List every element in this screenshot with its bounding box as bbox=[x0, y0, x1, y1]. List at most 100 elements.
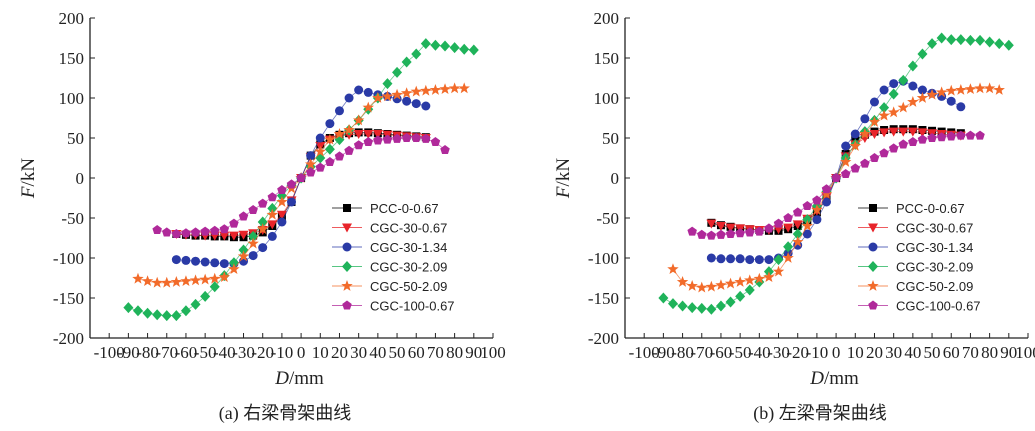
legend-label: CGC-100-0.67 bbox=[370, 299, 455, 314]
y-tick-label: -50 bbox=[596, 209, 619, 228]
data-point bbox=[917, 128, 928, 138]
data-point bbox=[354, 85, 364, 95]
legend-label: CGC-30-1.34 bbox=[370, 240, 447, 255]
y-tick-label: -100 bbox=[588, 249, 619, 268]
y-tick-label: -100 bbox=[53, 249, 84, 268]
data-point bbox=[162, 227, 172, 237]
data-point bbox=[458, 82, 470, 94]
data-point bbox=[353, 140, 364, 150]
x-tick-label: 100 bbox=[1015, 343, 1035, 362]
data-point bbox=[763, 271, 775, 283]
figure-caption: (b) 左梁骨架曲线 bbox=[753, 403, 887, 424]
data-point bbox=[400, 87, 413, 99]
data-point bbox=[362, 101, 374, 113]
data-point bbox=[792, 207, 803, 217]
data-point bbox=[908, 137, 918, 147]
data-point bbox=[190, 298, 201, 310]
data-point bbox=[237, 250, 250, 262]
data-point bbox=[715, 222, 726, 231]
data-point bbox=[209, 272, 221, 284]
legend-label: CGC-30-0.67 bbox=[896, 221, 973, 236]
x-tick-label: -50 bbox=[729, 343, 752, 362]
data-point bbox=[869, 130, 880, 139]
data-point bbox=[440, 145, 450, 155]
data-point bbox=[735, 290, 746, 302]
data-point bbox=[343, 124, 355, 135]
data-point bbox=[449, 42, 460, 54]
data-point bbox=[696, 281, 708, 293]
data-point bbox=[305, 167, 316, 177]
data-point bbox=[879, 148, 889, 158]
data-point bbox=[199, 273, 211, 285]
legend-marker bbox=[341, 280, 353, 291]
data-point bbox=[171, 229, 182, 239]
data-point bbox=[248, 205, 258, 215]
data-point bbox=[421, 133, 431, 143]
x-tick-label: 40 bbox=[904, 343, 921, 362]
data-point bbox=[267, 231, 277, 241]
legend-label: CGC-30-0.67 bbox=[370, 221, 447, 236]
data-point bbox=[831, 173, 841, 183]
data-point bbox=[363, 87, 373, 97]
data-point bbox=[382, 78, 393, 90]
data-point bbox=[200, 257, 210, 267]
x-tick-label: 40 bbox=[369, 343, 386, 362]
data-point bbox=[372, 92, 384, 103]
x-tick-label: -40 bbox=[748, 343, 771, 362]
y-tick-label: 100 bbox=[594, 89, 620, 108]
legend-marker bbox=[342, 300, 352, 310]
data-point bbox=[363, 137, 374, 147]
y-tick-label: 200 bbox=[59, 9, 85, 28]
data-point bbox=[171, 310, 182, 322]
data-point bbox=[706, 253, 716, 263]
legend-label: PCC-0-0.67 bbox=[896, 201, 965, 216]
data-point bbox=[304, 158, 317, 170]
data-point bbox=[994, 38, 1005, 50]
data-point bbox=[869, 97, 879, 107]
y-tick-label: 100 bbox=[59, 89, 85, 108]
data-point bbox=[907, 96, 919, 107]
data-point bbox=[248, 251, 258, 261]
data-point bbox=[841, 141, 851, 151]
data-point bbox=[916, 92, 929, 103]
data-point bbox=[735, 254, 745, 264]
data-point bbox=[956, 130, 966, 140]
data-point bbox=[792, 228, 803, 240]
data-point bbox=[716, 254, 726, 264]
y-tick-label: -200 bbox=[53, 329, 84, 348]
data-point bbox=[744, 274, 756, 286]
data-point bbox=[964, 83, 977, 95]
data-point bbox=[161, 276, 173, 288]
data-point bbox=[686, 280, 698, 291]
data-point bbox=[152, 309, 163, 321]
data-point bbox=[439, 83, 451, 95]
data-point bbox=[725, 296, 736, 308]
data-point bbox=[802, 201, 813, 211]
data-point bbox=[993, 84, 1005, 95]
data-point bbox=[677, 300, 688, 312]
data-point bbox=[161, 310, 172, 322]
data-point bbox=[783, 213, 793, 223]
legend-marker bbox=[868, 242, 878, 252]
data-point bbox=[744, 284, 755, 296]
x-tick-label: -30 bbox=[232, 343, 255, 362]
data-point bbox=[706, 230, 717, 240]
x-axis-title: D/mm bbox=[809, 368, 859, 389]
data-point bbox=[266, 208, 279, 220]
data-point bbox=[783, 223, 794, 233]
data-point bbox=[324, 133, 336, 145]
data-point bbox=[946, 34, 957, 46]
data-point bbox=[860, 114, 870, 124]
data-point bbox=[879, 128, 890, 138]
data-point bbox=[421, 101, 431, 111]
data-point bbox=[219, 259, 229, 269]
data-point bbox=[402, 96, 412, 106]
data-point bbox=[315, 162, 326, 172]
chart-panel-a: -200-150-100-50050100150200-100-90-80-70… bbox=[18, 9, 506, 424]
data-point bbox=[180, 305, 191, 317]
data-point bbox=[773, 254, 784, 266]
data-point bbox=[974, 82, 986, 94]
x-tick-label: -40 bbox=[213, 343, 236, 362]
data-point bbox=[725, 229, 736, 239]
